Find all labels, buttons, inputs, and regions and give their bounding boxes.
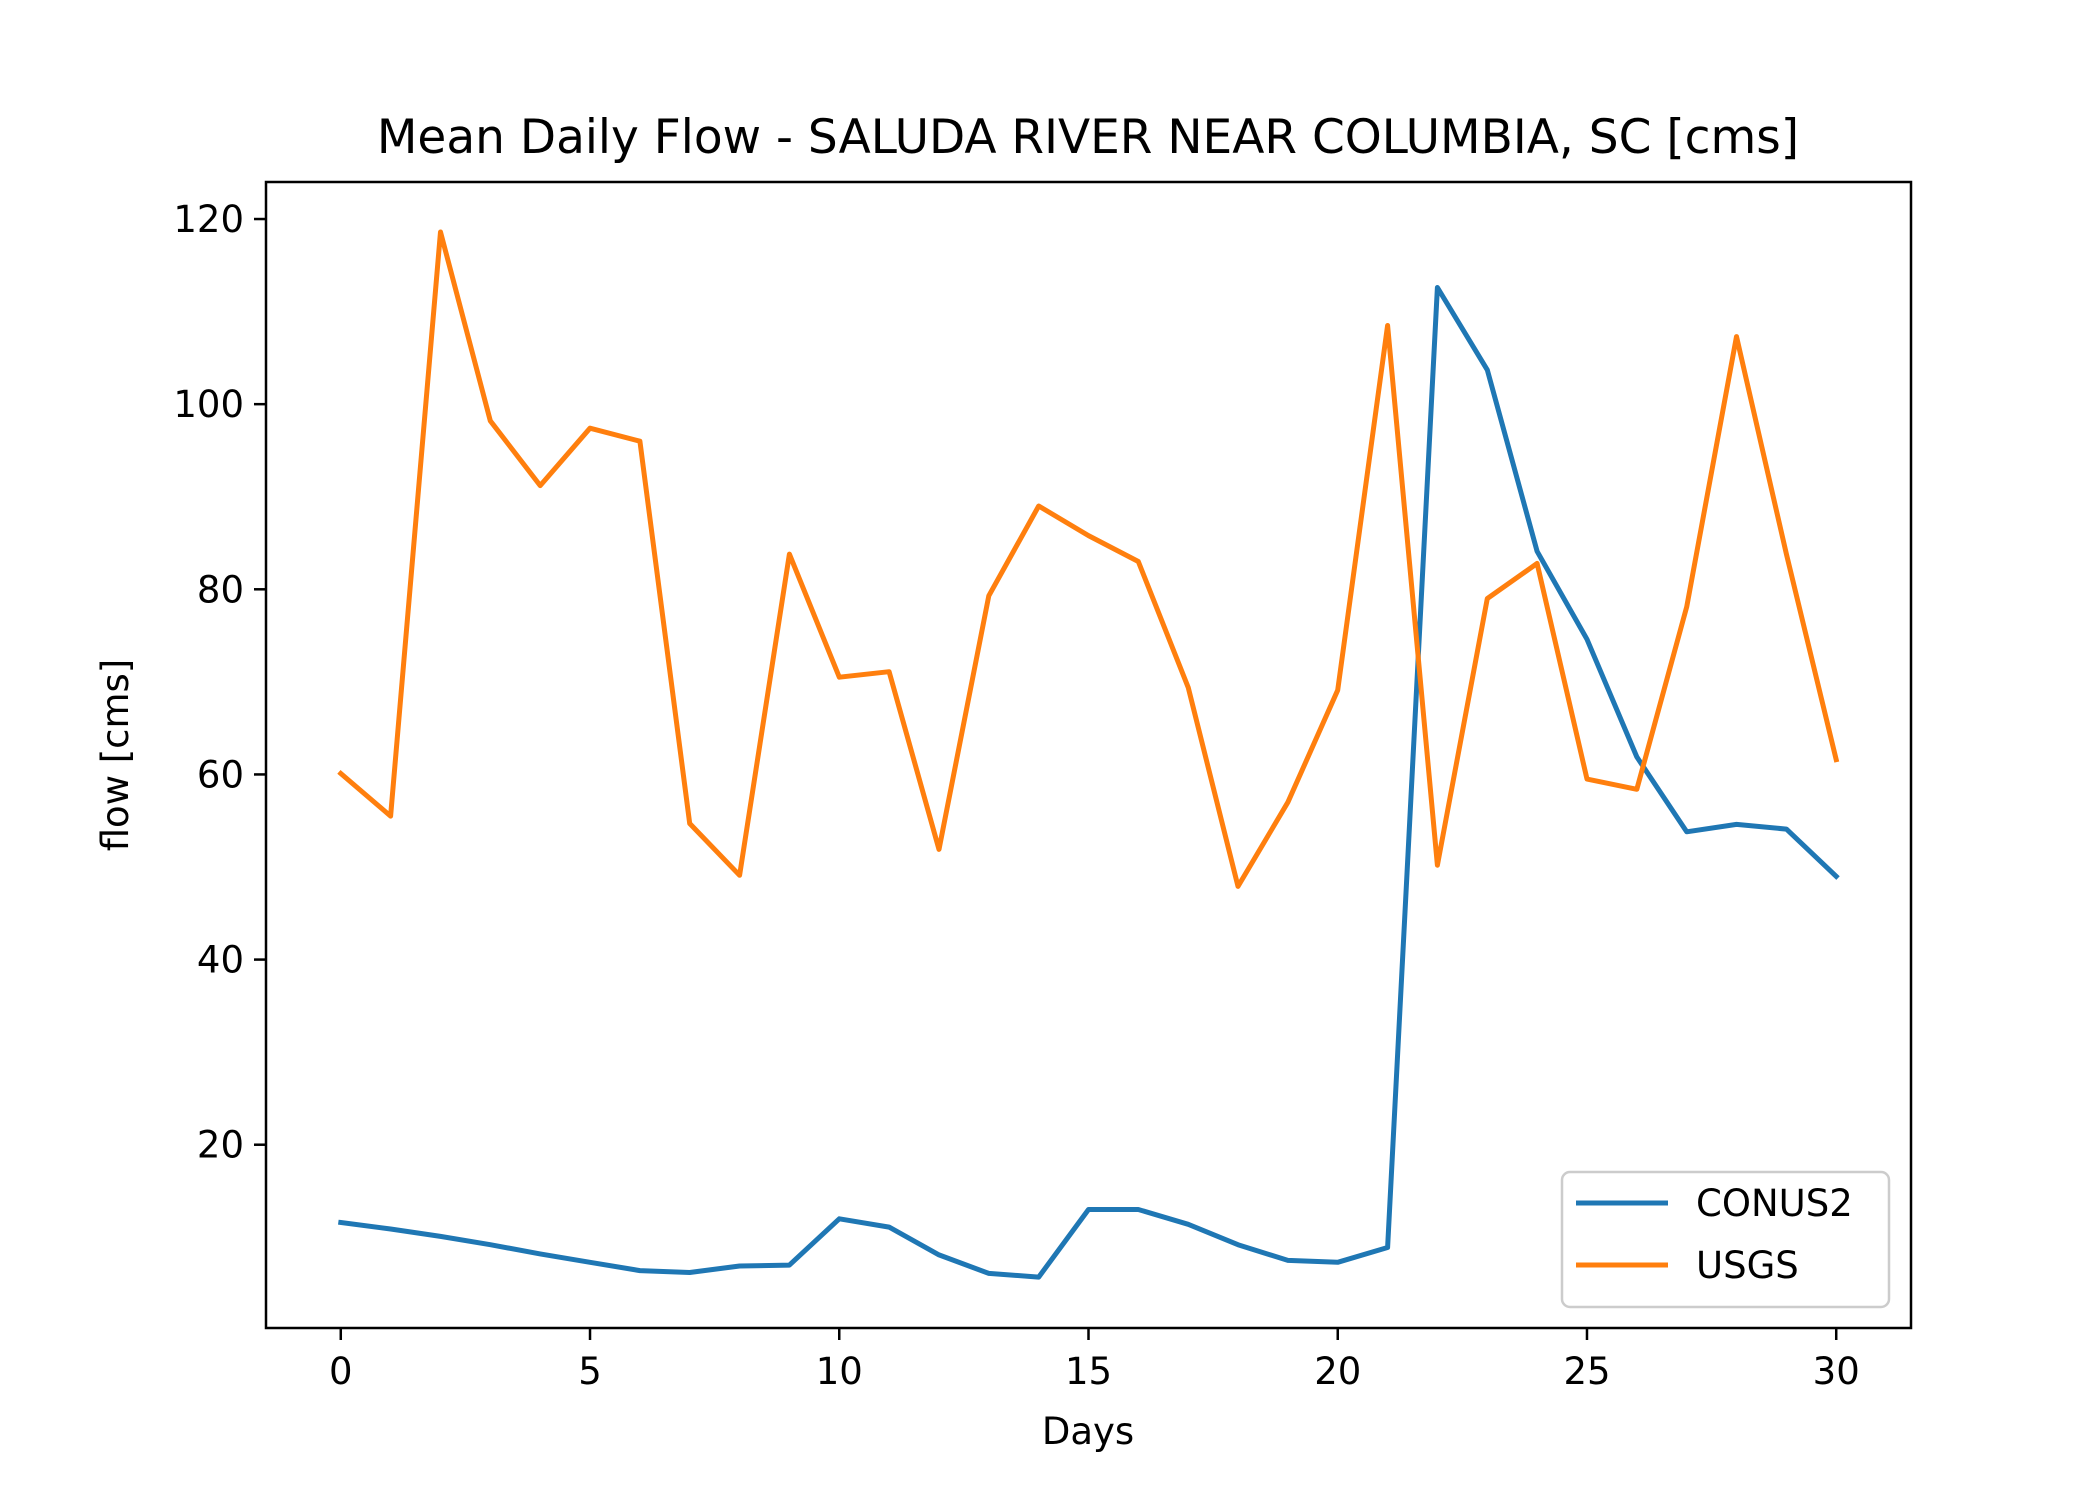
series-line-conus2 [337,285,1840,1280]
legend-label-usgs: USGS [1696,1244,1799,1287]
x-axis-label: Days [1042,1410,1134,1453]
x-tick-label: 20 [1314,1350,1361,1393]
y-tick-label: 120 [173,198,244,241]
legend-label-conus2: CONUS2 [1696,1182,1853,1225]
y-tick-label: 100 [173,383,244,426]
x-axis-ticks: 0 5 10 15 20 25 30 [329,1328,1860,1393]
x-tick-label: 30 [1813,1350,1860,1393]
plot-frame [264,180,1913,1330]
legend-box [1560,1170,1891,1309]
x-tick-label: 5 [578,1350,602,1393]
y-axis-label: flow [cms] [94,659,137,852]
x-tick-label: 0 [329,1350,353,1393]
legend: CONUS2 USGS [1560,1170,1891,1309]
y-tick-label: 40 [197,939,244,982]
y-axis-ticks: 20 40 60 80 100 120 [173,198,266,1167]
y-tick-label: 80 [197,568,244,611]
x-tick-label: 10 [816,1350,863,1393]
y-tick-label: 20 [197,1124,244,1167]
series-line-usgs [337,229,1840,889]
chart-title: Mean Daily Flow - SALUDA RIVER NEAR COLU… [377,110,1799,165]
x-tick-label: 15 [1065,1350,1112,1393]
x-tick-label: 25 [1563,1350,1610,1393]
y-tick-label: 60 [197,753,244,796]
plot-area [337,229,1840,1280]
